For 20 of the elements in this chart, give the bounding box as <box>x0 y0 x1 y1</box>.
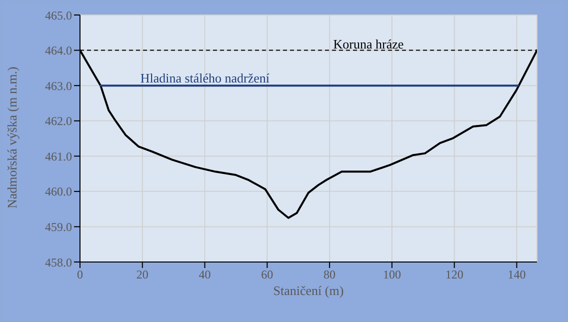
ref-line-label: Koruna hráze <box>333 36 404 52</box>
y-tick-label: 463.0 <box>45 78 72 93</box>
x-tick-label: 120 <box>445 268 464 282</box>
x-tick-label: 40 <box>198 268 211 282</box>
y-tick-label: 461.0 <box>45 149 72 164</box>
x-tick-label: 20 <box>136 268 148 282</box>
x-tick-label: 140 <box>508 268 526 282</box>
x-axis-title: Staničení (m) <box>273 283 344 298</box>
y-tick-label: 458.0 <box>45 255 72 270</box>
x-tick-label: 60 <box>261 268 274 282</box>
y-tick-label: 462.0 <box>45 114 72 128</box>
x-tick-label: 80 <box>324 268 336 282</box>
x-tick-label: 0 <box>77 268 83 282</box>
y-tick-label: 460.0 <box>45 184 72 199</box>
y-axis-title: Nadmořská výška (m n.m.) <box>4 66 20 208</box>
series-label: Hladina stálého nadržení <box>140 70 270 86</box>
y-tick-label: 465.0 <box>45 8 72 22</box>
y-tick-label: 459.0 <box>45 220 72 234</box>
y-tick-label: 464.0 <box>45 44 72 58</box>
x-tick-label: 100 <box>382 268 401 282</box>
